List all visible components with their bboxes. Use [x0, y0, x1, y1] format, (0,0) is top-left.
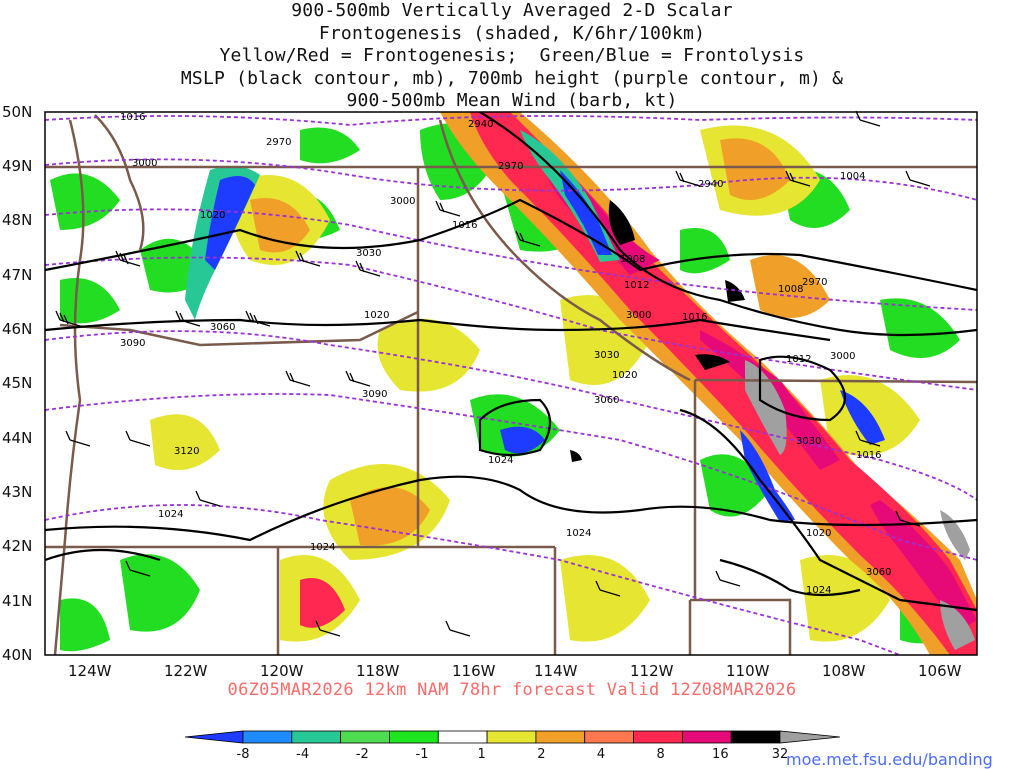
- colorbar-tick-label: -8: [237, 747, 250, 762]
- pressure-label: 1016: [682, 312, 707, 323]
- title-line-3: Yellow/Red = Frontogenesis; Green/Blue =…: [219, 45, 805, 66]
- pressure-label: 1016: [120, 112, 145, 123]
- pressure-label: 1020: [200, 210, 225, 221]
- map-title: 900-500mb Vertically Averaged 2-D Scalar…: [0, 0, 1024, 113]
- title-line-1: 900-500mb Vertically Averaged 2-D Scalar: [291, 0, 733, 21]
- height-label: 3060: [594, 395, 619, 406]
- lon-label: 110W: [726, 662, 770, 680]
- colorbar-tick-label: 8: [657, 747, 665, 762]
- wind-barbs: [55, 110, 931, 637]
- colorbar-segment: [389, 730, 439, 744]
- pressure-label: 1024: [566, 528, 591, 539]
- pressure-label: 1016: [452, 220, 477, 231]
- height-label: 3000: [830, 351, 855, 362]
- colorbar-segment: [291, 730, 342, 744]
- map-frame: [44, 111, 978, 656]
- lon-label: 122W: [164, 662, 208, 680]
- colorbar-tick-label: 32: [772, 747, 789, 762]
- pressure-label: 1020: [364, 310, 389, 321]
- height-label: 3030: [796, 436, 821, 447]
- colorbar-segment: [486, 730, 537, 744]
- lat-label: 49N: [2, 157, 32, 175]
- colorbar-tick-label: 16: [712, 747, 729, 762]
- axis-labels: 50N 49N 48N 47N 46N 45N 44N 43N 42N 41N …: [2, 103, 962, 680]
- pressure-label: 1016: [856, 450, 881, 461]
- lon-label: 114W: [534, 662, 578, 680]
- lon-label: 120W: [260, 662, 304, 680]
- colorbar-tick-label: -1: [416, 747, 429, 762]
- height-label: 2970: [498, 161, 523, 172]
- colorbar: [184, 730, 841, 744]
- pressure-label: 1024: [158, 509, 183, 520]
- lat-label: 40N: [2, 646, 32, 664]
- height-label: 3000: [626, 310, 651, 321]
- lat-label: 43N: [2, 483, 32, 501]
- height-label: 3030: [356, 248, 381, 259]
- lat-label: 45N: [2, 374, 32, 392]
- pressure-label: 1020: [612, 370, 637, 381]
- height-label: 2940: [468, 119, 493, 130]
- height-label: 3120: [174, 446, 199, 457]
- lat-label: 47N: [2, 266, 32, 284]
- height-label: 3000: [132, 158, 157, 169]
- contour-labels: 1016 1020 1016 1008 1012 1016 1008 1004 …: [120, 112, 891, 596]
- colorbar-tick-label: 2: [537, 747, 545, 762]
- lon-label: 116W: [452, 662, 496, 680]
- colorbar-max-arrow: [779, 730, 841, 744]
- lat-label: 50N: [2, 103, 32, 121]
- colorbar-segment: [681, 730, 732, 744]
- height-label: 2940: [698, 179, 723, 190]
- colorbar-min-arrow: [184, 730, 244, 744]
- website-credit[interactable]: moe.met.fsu.edu/banding: [786, 750, 993, 769]
- pressure-label: 1012: [624, 280, 649, 291]
- pressure-label: 1012: [786, 354, 811, 365]
- lat-label: 44N: [2, 429, 32, 447]
- pressure-label: 1024: [310, 542, 335, 553]
- height-label: 3030: [594, 350, 619, 361]
- lon-label: 118W: [356, 662, 400, 680]
- pressure-label: 1020: [806, 528, 831, 539]
- lat-label: 46N: [2, 320, 32, 338]
- height-label: 2970: [802, 277, 827, 288]
- forecast-valid-text: 06Z05MAR2026 12km NAM 78hr forecast Vali…: [227, 680, 797, 700]
- pressure-label: 1008: [778, 284, 803, 295]
- colorbar-segment: [437, 730, 488, 744]
- height-label: 2970: [266, 137, 291, 148]
- pressure-label: 1024: [806, 585, 831, 596]
- height-label: 3000: [390, 196, 415, 207]
- lon-label: 124W: [68, 662, 112, 680]
- title-line-4: MSLP (black contour, mb), 700mb height (…: [180, 67, 844, 89]
- title-line-2: Frontogenesis (shaded, K/6hr/100km): [318, 22, 706, 44]
- pressure-label: 1024: [488, 455, 513, 466]
- height-label: 3090: [362, 389, 387, 400]
- colorbar-tick-label: 4: [597, 747, 605, 762]
- height-label: 3090: [120, 338, 145, 349]
- colorbar-segment: [584, 730, 634, 744]
- frontogenesis-shading: [45, 112, 977, 655]
- lon-label: 112W: [630, 662, 674, 680]
- lat-label: 42N: [2, 537, 32, 555]
- colorbar-tick-label: 1: [478, 747, 486, 762]
- colorbar-segment: [633, 730, 683, 744]
- colorbar-segment: [535, 730, 586, 744]
- colorbar-segment: [730, 730, 781, 744]
- pressure-label: 1004: [840, 171, 865, 182]
- lon-label: 106W: [918, 662, 962, 680]
- height-label: 3060: [210, 322, 235, 333]
- lat-label: 48N: [2, 211, 32, 229]
- colorbar-segment: [340, 730, 390, 744]
- height-label: 3060: [866, 567, 891, 578]
- colorbar-tick-label: -4: [296, 747, 309, 762]
- lat-label: 41N: [2, 592, 32, 610]
- mslp-contours: [45, 112, 977, 612]
- colorbar-labels: -8 -4 -2 -1 1 2 4 8 16 32: [237, 747, 789, 762]
- colorbar-tick-label: -2: [356, 747, 369, 762]
- colorbar-segment: [242, 730, 293, 744]
- title-line-5: 900-500mb Mean Wind (barb, kt): [346, 90, 678, 111]
- lon-label: 108W: [822, 662, 866, 680]
- height-contours: [45, 115, 977, 655]
- pressure-label: 1008: [620, 254, 645, 265]
